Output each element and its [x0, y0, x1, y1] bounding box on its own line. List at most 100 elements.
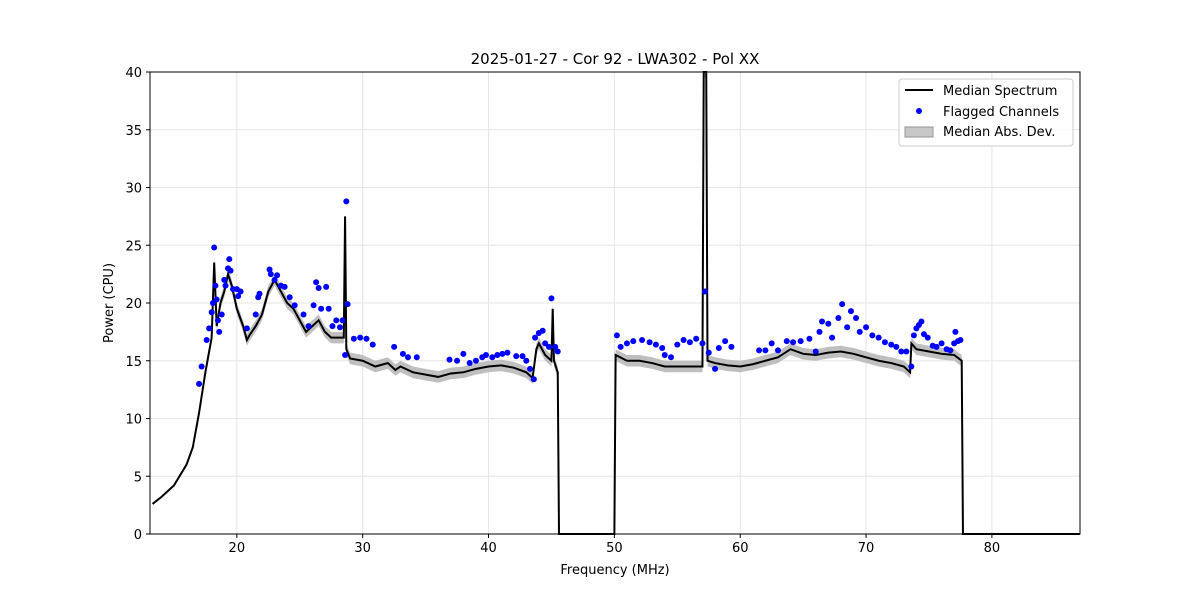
- flagged-channel-point: [552, 343, 559, 350]
- flagged-channel-point: [323, 283, 330, 290]
- flagged-channel-point: [699, 340, 706, 347]
- flagged-channel-point: [957, 336, 964, 343]
- flagged-channel-point: [542, 340, 549, 347]
- flagged-channel-point: [844, 324, 851, 331]
- flagged-channel-point: [337, 324, 344, 331]
- flagged-channel-point: [712, 365, 719, 372]
- y-tick-label: 15: [125, 355, 142, 370]
- flagged-channel-point: [454, 357, 461, 364]
- flagged-channel-point: [920, 331, 927, 338]
- flagged-channel-point: [235, 293, 242, 300]
- flagged-channel-point: [267, 271, 274, 278]
- y-tick-label: 40: [125, 66, 142, 81]
- y-tick-label: 10: [125, 413, 142, 428]
- flagged-channel-point: [806, 335, 813, 342]
- flagged-channel-point: [310, 302, 317, 309]
- flagged-channel-point: [243, 325, 250, 332]
- flagged-channel-point: [856, 328, 863, 335]
- flagged-channel-point: [829, 334, 836, 341]
- median-line-group: [151, 71, 1080, 535]
- legend-flagged-swatch: [916, 108, 922, 114]
- flagged-channel-point: [705, 349, 712, 356]
- flagged-channel-point: [413, 354, 420, 361]
- flagged-channel-point: [446, 356, 453, 363]
- y-tick-label: 0: [134, 528, 142, 543]
- flagged-channel-point: [237, 288, 244, 295]
- flagged-channel-point: [715, 345, 722, 352]
- flagged-channel-point: [918, 318, 925, 325]
- flagged-channel-point: [875, 334, 882, 341]
- x-tick-label: 30: [354, 541, 371, 556]
- flagged-channel-point: [659, 345, 666, 352]
- flagged-channel-point: [545, 343, 552, 350]
- flagged-channel-point: [363, 335, 370, 342]
- x-tick-label: 20: [229, 541, 246, 556]
- y-tick-label: 35: [125, 124, 142, 139]
- flagged-channel-point: [908, 363, 915, 370]
- flagged-channel-point: [888, 341, 895, 348]
- flagged-channel-point: [404, 354, 411, 361]
- flagged-channel-point: [680, 336, 687, 343]
- flagged-channel-point: [554, 348, 561, 355]
- flagged-channel-point: [639, 336, 646, 343]
- flagged-channel-point: [214, 317, 221, 324]
- flagged-channel-point: [646, 339, 653, 346]
- flagged-channel-point: [933, 343, 940, 350]
- chart-title: 2025-01-27 - Cor 92 - LWA302 - Pol XX: [471, 50, 760, 68]
- flagged-channel-point: [203, 336, 210, 343]
- flagged-channel-point: [313, 279, 320, 286]
- legend-box: [898, 78, 1074, 147]
- flagged-channel-point: [893, 343, 900, 350]
- y-axis-label: Power (CPU): [102, 263, 117, 343]
- flagged-channel-point: [847, 308, 854, 315]
- flagged-channel-point: [399, 350, 406, 357]
- flagged-channel-point: [344, 301, 351, 308]
- flagged-channel-point: [286, 294, 293, 301]
- flagged-channel-point: [630, 338, 637, 345]
- x-tick-label: 50: [606, 541, 623, 556]
- flagged-channel-point: [305, 323, 312, 330]
- flagged-channel-point: [530, 376, 537, 383]
- x-tick-label: 60: [732, 541, 749, 556]
- flagged-channel-point: [221, 276, 228, 283]
- flagged-channel-point: [222, 282, 229, 289]
- flagged-channel-point: [339, 317, 346, 324]
- median-spectrum-line: [151, 71, 1080, 535]
- flagged-channel-point: [369, 341, 376, 348]
- flagged-channel-point: [226, 256, 233, 263]
- flagged-channel-point: [790, 339, 797, 346]
- flagged-channel-point: [460, 350, 467, 357]
- flagged-channel-point: [835, 315, 842, 322]
- flagged-channel-point: [325, 305, 332, 312]
- flagged-channel-point: [668, 354, 675, 361]
- flagged-channel-point: [910, 332, 917, 339]
- legend-mad-label: Median Abs. Dev.: [943, 125, 1055, 140]
- y-tick-label: 20: [125, 297, 142, 312]
- flagged-channel-point: [722, 338, 729, 345]
- flagged-channel-point: [300, 311, 307, 318]
- flagged-channel-point: [318, 305, 325, 312]
- flagged-channel-point: [208, 309, 215, 316]
- flagged-channel-point: [333, 317, 340, 324]
- flagged-channel-point: [523, 357, 530, 364]
- legend-mad-swatch: [904, 126, 934, 138]
- flagged-channel-point: [315, 284, 322, 291]
- flagged-channel-point: [227, 267, 234, 274]
- legend-median-label: Median Spectrum: [943, 84, 1057, 99]
- flagged-channel-point: [819, 318, 826, 325]
- x-axis-label: Frequency (MHz): [560, 563, 669, 578]
- flagged-channel-point: [852, 315, 859, 322]
- flagged-channel-point: [483, 351, 490, 358]
- flagged-channel-point: [218, 311, 225, 318]
- flagged-channel-point: [466, 360, 473, 367]
- flagged-channel-point: [212, 282, 219, 289]
- flagged-channel-point: [216, 328, 223, 335]
- legend-flagged-label: Flagged Channels: [943, 105, 1059, 120]
- flagged-channel-point: [527, 365, 534, 372]
- flagged-channel-point: [938, 340, 945, 347]
- x-tick-label: 70: [858, 541, 875, 556]
- flagged-channel-point: [548, 295, 555, 302]
- flagged-channel-point: [797, 338, 804, 345]
- axis-ticks: 20 30 40 50 60 70 80 0 5 10 15 20 25 30 35 40: [125, 66, 1000, 556]
